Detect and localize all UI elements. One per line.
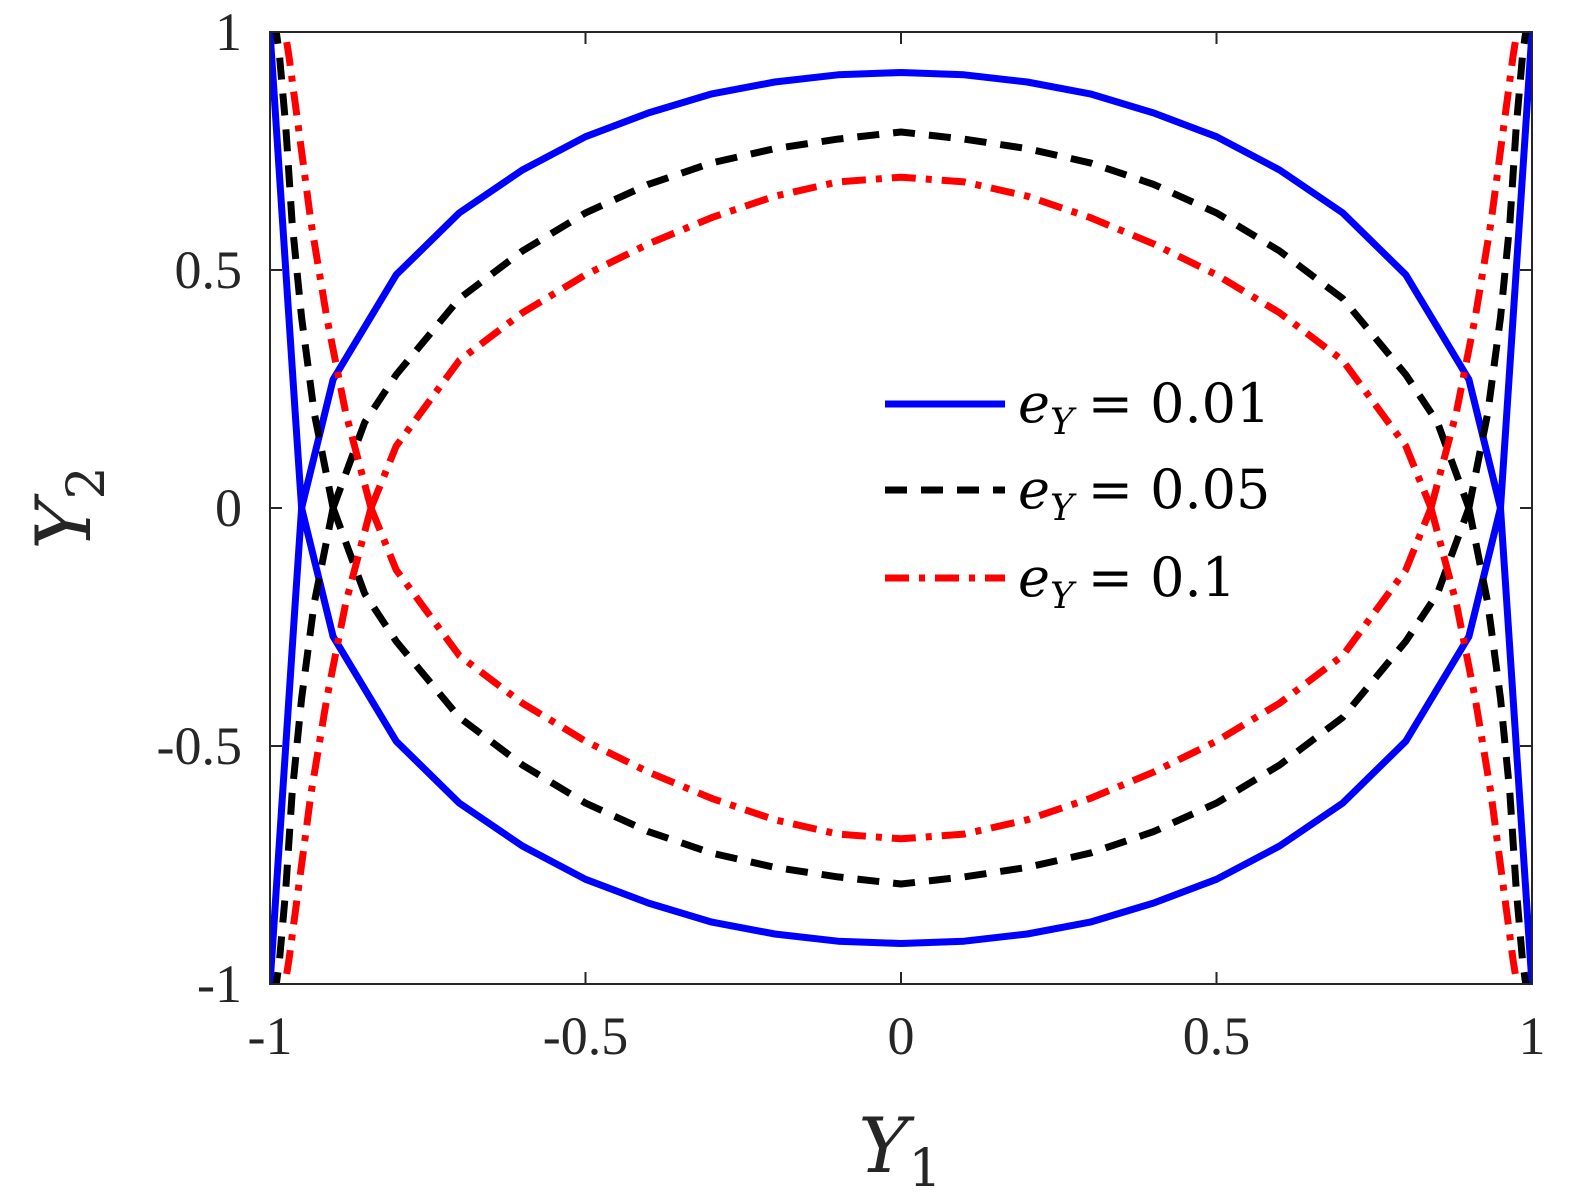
y-axis-label: Y2 — [19, 466, 117, 549]
legend-label-1-var: e — [1018, 458, 1050, 521]
x-tick-label-1: -0.5 — [543, 1006, 628, 1066]
y-tick-label-2: 0 — [215, 478, 242, 538]
legend-label-2-var: e — [1018, 546, 1050, 609]
series-1-outer-right-bottom — [1465, 507, 1530, 984]
series-2-inner-bottom — [367, 506, 1435, 843]
x-axis-label-main: Y — [858, 1101, 915, 1190]
legend-label-0: eY = 0.01 — [1018, 372, 1270, 443]
series-0-outer-left-bottom — [270, 507, 306, 984]
series-2-outer-left-top — [281, 32, 375, 509]
x-tick-label-3: 0.5 — [1183, 1006, 1251, 1066]
y-axis-label-main: Y — [19, 493, 108, 550]
y-axis-label-sub: 2 — [57, 466, 117, 499]
series-0-inner-bottom — [298, 507, 1504, 947]
series-2-outer-right-bottom — [1427, 507, 1521, 984]
legend-label-1-value: = 0.05 — [1088, 458, 1271, 521]
series-1-inner-top — [329, 128, 1473, 510]
series-0-inner-top — [298, 69, 1504, 509]
series-0-outer-right-top — [1497, 32, 1532, 509]
legend-label-0-value: = 0.01 — [1088, 372, 1271, 435]
series-1-outer-left-bottom — [272, 507, 337, 984]
series-1-outer-left-top — [272, 32, 337, 509]
x-axis-label: Y1 — [858, 1101, 941, 1199]
legend-label-0-var: e — [1018, 372, 1050, 435]
series-2-outer-left-bottom — [281, 507, 375, 984]
series-2-inner-top — [367, 173, 1435, 510]
legend-label-1: eY = 0.05 — [1018, 458, 1270, 529]
legend: eY = 0.01 eY = 0.05 eY = 0.1 — [885, 372, 1270, 617]
legend-label-2: eY = 0.1 — [1018, 546, 1236, 617]
x-tick-label-0: -1 — [248, 1006, 293, 1066]
legend-label-2-value: = 0.1 — [1088, 546, 1236, 609]
series-1-inner-bottom — [329, 506, 1473, 888]
tick-group: -1 -0.5 0 0.5 1 -1 -0.5 0 0.5 1 — [157, 2, 1546, 1066]
series-0-outer-left-top — [270, 32, 306, 509]
legend-label-0-sub: Y — [1050, 402, 1077, 443]
legend-label-2-sub: Y — [1050, 576, 1077, 617]
series-group — [270, 32, 1532, 984]
plot-area — [270, 32, 1532, 984]
y-tick-label-1: -0.5 — [157, 716, 242, 776]
series-0-outer-right-bottom — [1497, 507, 1532, 984]
y-tick-label-3: 0.5 — [175, 240, 243, 300]
x-axis-label-sub: 1 — [909, 1139, 942, 1199]
series-1-outer-right-top — [1465, 32, 1530, 509]
y-tick-label-0: -1 — [197, 954, 242, 1014]
legend-label-1-sub: Y — [1050, 488, 1077, 529]
x-tick-label-2: 0 — [888, 1006, 915, 1066]
y-tick-label-4: 1 — [215, 2, 242, 62]
series-2-outer-right-top — [1427, 32, 1521, 509]
x-tick-label-4: 1 — [1519, 1006, 1546, 1066]
